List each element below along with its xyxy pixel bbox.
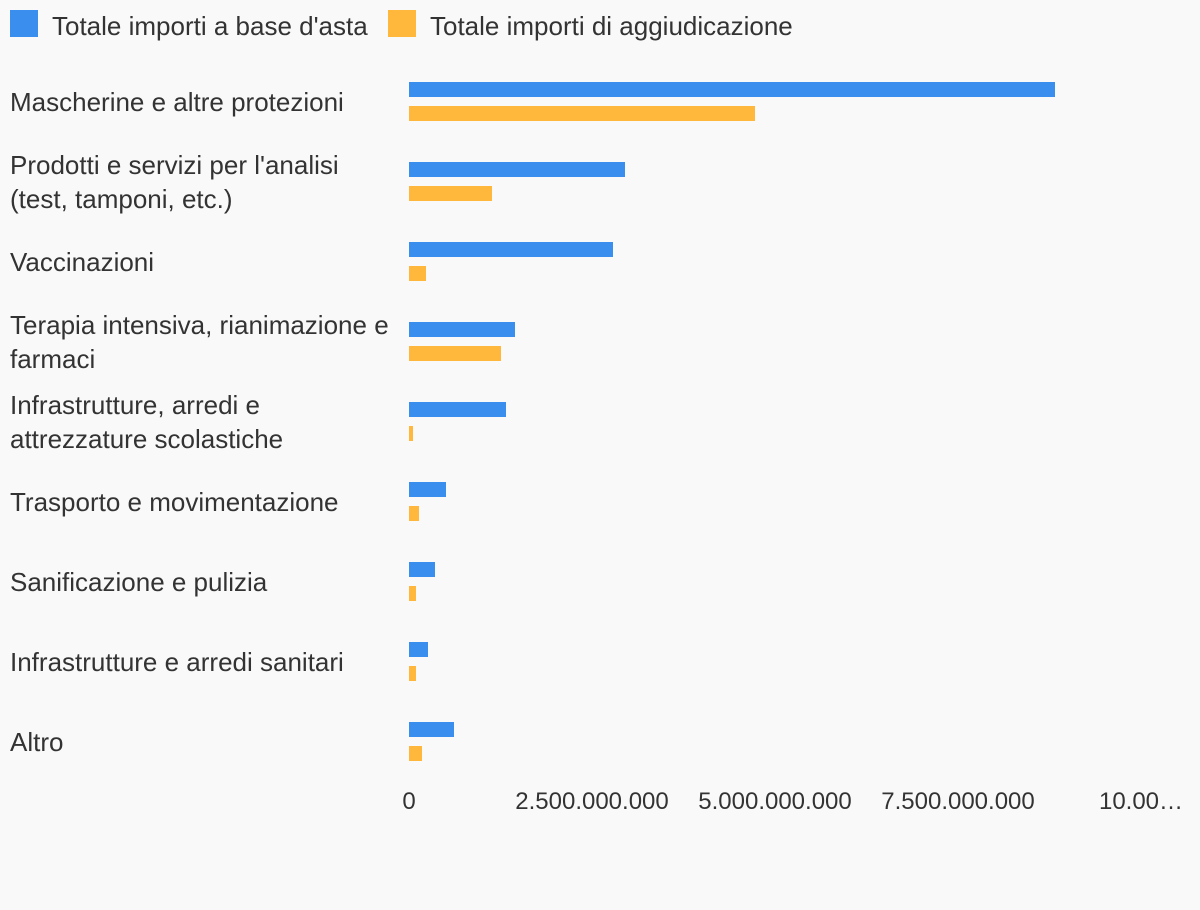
category-label: Vaccinazioni — [10, 247, 155, 277]
bar — [409, 666, 416, 681]
legend-swatch — [10, 10, 38, 37]
category-label: Terapia intensiva, rianimazione e farmac… — [10, 310, 389, 374]
bar — [409, 162, 625, 177]
bar — [409, 242, 614, 257]
bar — [409, 482, 446, 497]
legend-swatch — [388, 10, 416, 37]
category-label: Prodotti e servizi per l'analisi (test, … — [10, 150, 339, 214]
bar — [409, 266, 426, 281]
x-tick-label: 10.00… — [1098, 788, 1184, 815]
bar — [409, 746, 423, 761]
category-label: Infrastrutture, arredi e attrezzature sc… — [10, 390, 284, 454]
bar — [409, 82, 1055, 97]
category-label: Trasporto e movimentazione — [10, 487, 339, 517]
x-tick-label: 0 — [402, 788, 416, 815]
legend-label: Totale importi a base d'asta — [52, 11, 368, 41]
bar — [409, 642, 429, 657]
x-tick-label: 2.500.000.000 — [515, 788, 669, 815]
bar — [409, 186, 492, 201]
bar — [409, 322, 516, 337]
category-label: Altro — [10, 727, 64, 757]
bar — [409, 506, 419, 521]
category-label: Sanificazione e pulizia — [10, 567, 268, 597]
bar — [409, 106, 755, 121]
bar — [409, 426, 413, 441]
bar — [409, 722, 455, 737]
bar — [409, 402, 507, 417]
bar — [409, 586, 417, 601]
x-tick-label: 7.500.000.000 — [881, 788, 1035, 815]
bar — [409, 346, 502, 361]
legend-label: Totale importi di aggiudicazione — [430, 11, 793, 41]
x-tick-label: 5.000.000.000 — [698, 788, 852, 815]
category-label: Infrastrutture e arredi sanitari — [10, 647, 344, 677]
bar — [409, 562, 436, 577]
category-label: Mascherine e altre protezioni — [10, 87, 344, 117]
